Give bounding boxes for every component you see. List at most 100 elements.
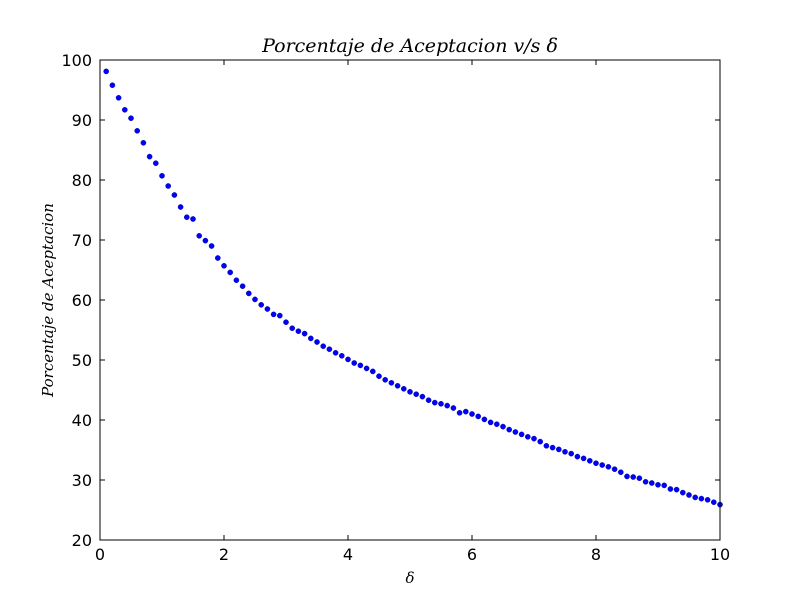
data-point <box>103 68 109 75</box>
y-tick-label: 60 <box>72 291 92 310</box>
data-point <box>667 486 674 492</box>
data-point <box>605 463 612 470</box>
y-tick-label: 70 <box>72 231 92 250</box>
data-point <box>469 411 475 417</box>
data-points <box>103 68 723 508</box>
data-point <box>580 455 587 462</box>
data-point <box>357 362 364 369</box>
data-point <box>152 160 159 166</box>
data-point <box>475 413 482 420</box>
data-point <box>506 426 513 433</box>
data-point <box>369 368 376 375</box>
chart-title: Porcentaje de Aceptacion v/s δ <box>261 35 558 57</box>
data-point <box>673 486 680 493</box>
data-point <box>338 352 345 359</box>
data-point <box>128 115 134 121</box>
y-tick-label: 80 <box>72 171 92 190</box>
x-axis-label: δ <box>405 569 414 587</box>
x-tick-label: 0 <box>95 545 105 564</box>
x-tick-label: 4 <box>343 545 353 564</box>
data-point <box>444 402 451 409</box>
data-point <box>122 107 128 113</box>
data-point <box>556 446 562 453</box>
data-point <box>196 232 202 239</box>
data-point <box>171 192 178 198</box>
data-point <box>190 216 196 222</box>
data-point <box>252 296 258 303</box>
data-point <box>326 346 333 353</box>
data-point <box>630 474 637 480</box>
data-point <box>462 408 469 415</box>
data-point <box>307 335 314 342</box>
data-point <box>543 442 550 449</box>
x-tick-label: 8 <box>591 545 601 564</box>
y-tick-label: 20 <box>72 531 92 550</box>
data-point <box>382 376 389 383</box>
data-point <box>239 283 246 290</box>
data-point <box>258 301 265 308</box>
data-point <box>661 482 668 489</box>
data-point <box>655 481 661 488</box>
data-point <box>233 277 240 284</box>
data-point <box>568 450 575 457</box>
data-point <box>704 496 711 503</box>
data-point <box>574 453 581 460</box>
data-point <box>376 373 382 380</box>
data-point <box>289 325 296 332</box>
data-point <box>245 290 252 297</box>
data-point <box>419 393 426 400</box>
data-point <box>407 388 413 395</box>
data-point <box>165 183 171 189</box>
data-point <box>345 356 351 363</box>
data-point <box>593 460 599 467</box>
data-point <box>711 499 717 506</box>
data-point <box>525 433 531 440</box>
data-point <box>599 462 606 468</box>
data-point <box>456 409 463 416</box>
data-point <box>301 330 308 337</box>
data-point <box>487 419 494 426</box>
data-point <box>264 306 271 312</box>
y-tick-label: 90 <box>72 111 92 130</box>
data-point <box>109 82 116 88</box>
data-point <box>146 153 153 160</box>
data-point <box>692 494 699 501</box>
data-point <box>537 438 544 445</box>
data-point <box>611 466 618 473</box>
data-point <box>512 429 519 435</box>
data-point <box>363 365 370 372</box>
data-point <box>450 405 457 411</box>
data-point <box>649 480 655 486</box>
data-point <box>221 262 227 269</box>
data-point <box>438 400 444 407</box>
x-tick-label: 6 <box>467 545 477 564</box>
data-point <box>698 495 705 502</box>
data-point <box>177 204 184 210</box>
axis-ticks: 0 2 4 6 8 10 20 30 40 50 60 70 80 90 100 <box>61 51 730 564</box>
data-point <box>400 385 407 392</box>
data-point <box>351 360 358 366</box>
y-tick-label: 30 <box>72 471 92 490</box>
data-point <box>314 339 320 345</box>
x-tick-label: 2 <box>219 545 229 564</box>
y-tick-label: 50 <box>72 351 92 370</box>
data-point <box>636 475 643 482</box>
data-point <box>208 243 215 249</box>
data-point <box>332 349 339 356</box>
data-point <box>618 469 624 476</box>
data-point <box>624 473 630 480</box>
data-point <box>431 399 438 406</box>
data-point <box>388 379 395 386</box>
data-point <box>202 237 209 244</box>
data-point <box>276 312 283 319</box>
data-point <box>425 397 432 404</box>
y-tick-label: 100 <box>61 51 92 70</box>
data-point <box>134 127 140 134</box>
data-point <box>159 172 165 179</box>
data-point <box>183 214 190 220</box>
data-point <box>413 391 420 398</box>
data-point <box>518 431 525 438</box>
data-point <box>587 457 593 464</box>
data-point <box>115 95 122 101</box>
